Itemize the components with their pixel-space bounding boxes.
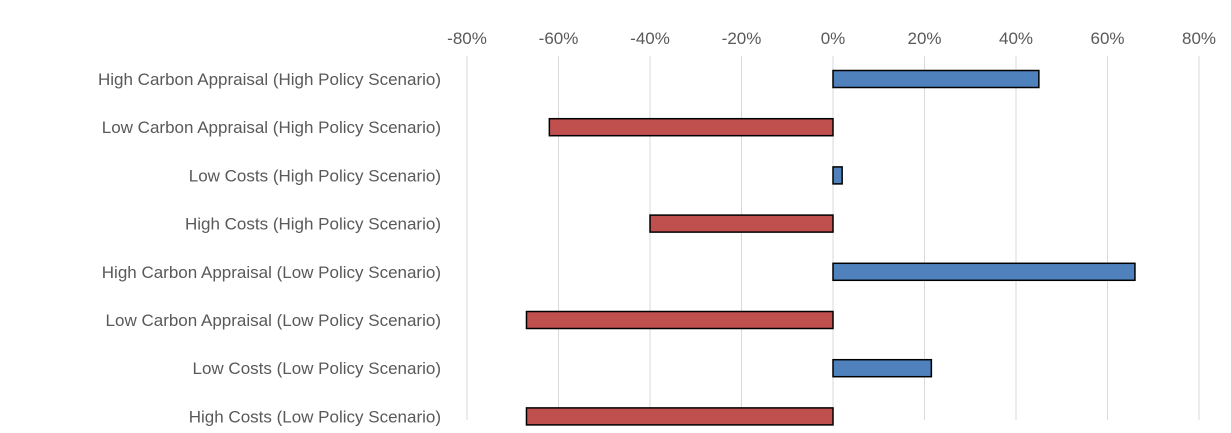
category-label: Low Costs (Low Policy Scenario) [193,359,441,378]
category-label: Low Carbon Appraisal (Low Policy Scenari… [106,311,441,330]
x-tick-label: 60% [1090,29,1124,48]
x-axis-ticks: -80% -60% -40% -20% 0% 20% 40% 60% 80% [447,29,1216,48]
bar [525,407,834,426]
x-tick-label: -40% [630,29,670,48]
bars [525,69,1136,426]
x-tick-label: -60% [539,29,579,48]
bar [832,262,1136,282]
x-tick-label: -20% [722,29,762,48]
category-label: High Carbon Appraisal (High Policy Scena… [98,70,441,89]
category-label: High Costs (High Policy Scenario) [185,215,441,234]
x-tick-label: 80% [1182,29,1216,48]
category-label: Low Costs (High Policy Scenario) [189,166,441,185]
bar [525,310,834,330]
category-label: Low Carbon Appraisal (High Policy Scenar… [102,118,441,137]
bar [649,214,834,233]
category-label: High Costs (Low Policy Scenario) [189,407,441,426]
bar [832,69,1040,89]
x-tick-label: 40% [999,29,1033,48]
category-labels: High Carbon Appraisal (High Policy Scena… [98,70,441,426]
bar [548,117,834,137]
bar [832,358,933,378]
x-tick-label: 20% [907,29,941,48]
x-tick-label: -80% [447,29,487,48]
grid-layer [466,56,1200,420]
bar [832,166,843,185]
category-label: High Carbon Appraisal (Low Policy Scenar… [102,263,441,282]
x-tick-label: 0% [821,29,846,48]
